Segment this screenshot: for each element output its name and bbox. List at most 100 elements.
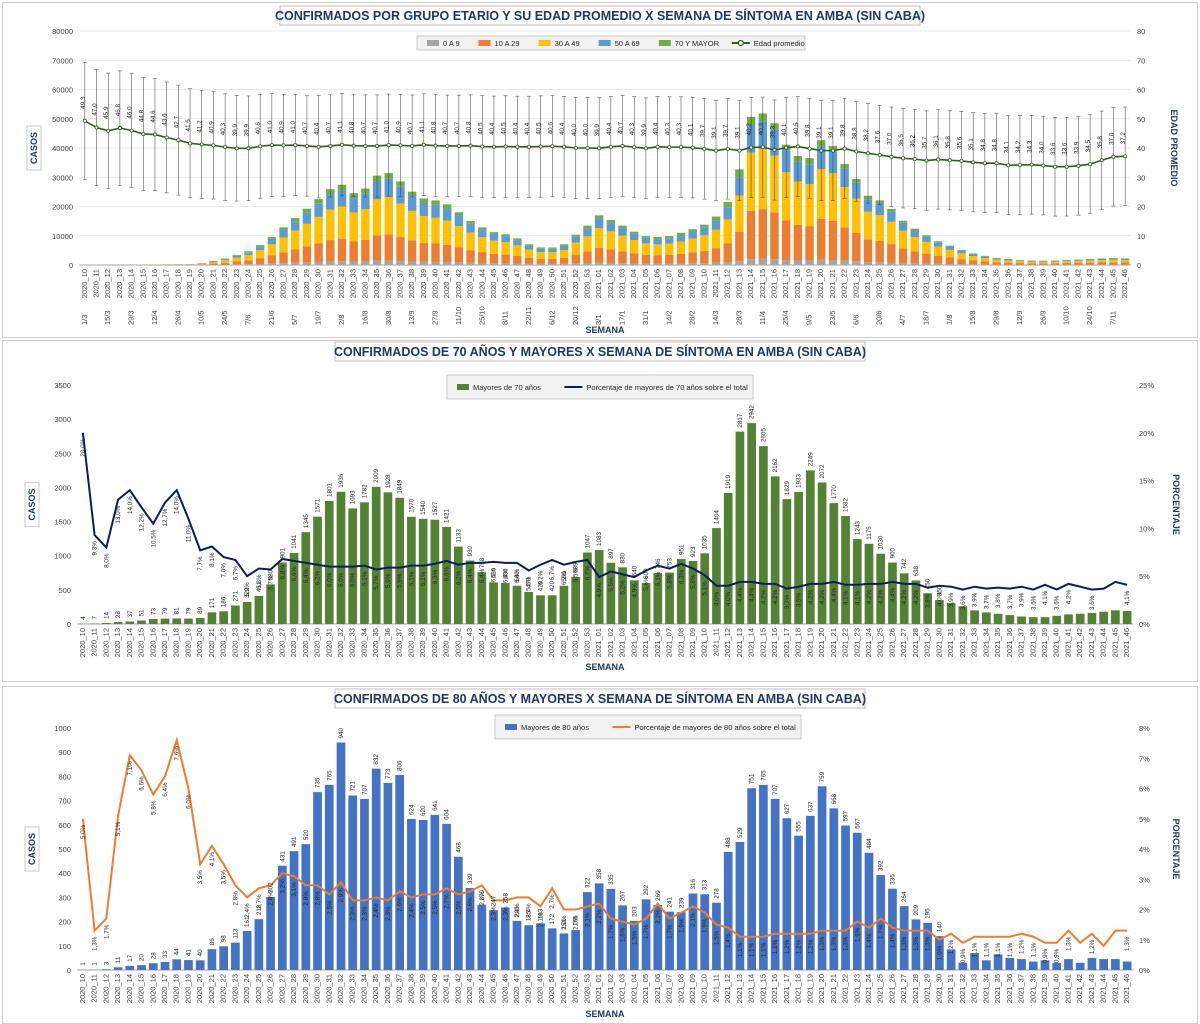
bar-30a49 — [922, 241, 931, 254]
bar-value — [1111, 959, 1120, 970]
x-tick-label: 2021_42 — [1075, 974, 1084, 1003]
data-label-edad: 41,1 — [337, 120, 344, 133]
data-label-porcentaje: 1,5% — [631, 930, 638, 945]
data-label-casos: 627 — [784, 803, 791, 814]
bar-10a29 — [1074, 262, 1083, 265]
data-label-porcentaje: 6,1% — [655, 571, 662, 586]
bar-value — [289, 552, 299, 624]
x-date-label: 2/8 — [337, 315, 346, 325]
x-tick-label: 2020_45 — [489, 974, 498, 1003]
point-edad-promedio — [947, 158, 952, 163]
data-label-porcentaje: 1,1% — [972, 942, 979, 957]
bar-0a9 — [781, 260, 791, 265]
bar-30a49 — [220, 260, 230, 263]
legend — [494, 714, 802, 740]
y2-tick-label: 10% — [1139, 524, 1154, 533]
bar-30a49 — [536, 252, 545, 259]
bar-10a29 — [372, 235, 382, 261]
bar-10a29 — [513, 255, 522, 264]
bar-30a49 — [1109, 259, 1118, 263]
data-label-edad: 41,6 — [185, 119, 192, 132]
bar-value — [653, 904, 663, 970]
x-tick-label: 2021_46 — [1122, 628, 1131, 657]
data-label-casos: 751 — [749, 773, 756, 784]
data-label-edad: 40,4 — [512, 122, 519, 135]
bar-10a29 — [793, 224, 803, 261]
point-edad-promedio — [877, 153, 882, 158]
x-tick-label: 2021_11 — [711, 628, 720, 657]
data-label-casos: 420 — [549, 580, 556, 591]
bar-70mas — [232, 254, 242, 256]
bar-value — [688, 893, 698, 970]
x-tick-label: 2021_36 — [1005, 974, 1014, 1003]
bar-50a69 — [454, 215, 464, 227]
bar-10a29 — [618, 251, 627, 264]
bar-value — [324, 784, 334, 970]
bar-0a9 — [489, 263, 499, 265]
bar-30a49 — [442, 220, 452, 245]
x-date-label: 31/1 — [641, 310, 650, 325]
y-tick-label: 3000 — [54, 415, 71, 424]
y-tick-label: 30000 — [52, 173, 73, 182]
x-axis-title: SEMANA — [585, 1009, 625, 1019]
bar-value — [289, 851, 299, 970]
bar-10a29 — [723, 243, 732, 263]
x-tick-label: 2020_12 — [101, 974, 110, 1003]
bar-value — [160, 618, 170, 624]
data-label-porcentaje: 4,4% — [889, 588, 896, 603]
bar-value — [571, 930, 581, 970]
data-label-porcentaje: 1,3% — [901, 936, 908, 951]
bar-50a69 — [1062, 260, 1071, 262]
bar-50a69 — [1074, 259, 1083, 261]
y2-tick-label: 1% — [1139, 936, 1150, 945]
data-label-porcentaje: 2,4% — [408, 903, 415, 918]
point-edad-promedio — [854, 149, 859, 154]
bar-50a69 — [442, 208, 452, 221]
bar-70mas — [618, 225, 627, 229]
bar-value — [407, 516, 416, 624]
data-label-casos: 278 — [713, 888, 720, 899]
x-tick-label: 2020_40 — [431, 269, 440, 298]
data-label-porcentaje: 1,2% — [807, 939, 814, 954]
x-tick-label: 2021_16 — [770, 628, 779, 657]
data-label-porcentaje: 5,9% — [385, 573, 392, 588]
bar-0a9 — [583, 262, 592, 265]
point-edad-promedio — [830, 148, 835, 153]
data-label-casos: 1582 — [843, 497, 850, 512]
data-label-porcentaje: 2,8% — [268, 891, 275, 906]
bar-50a69 — [922, 236, 931, 242]
x-tick-label: 2020_24 — [242, 974, 251, 1003]
y2-tick-label: 0% — [1139, 966, 1150, 975]
x-tick-label: 2021_11 — [711, 974, 720, 1003]
data-label-casos: 269 — [655, 890, 662, 901]
bar-0a9 — [665, 263, 674, 265]
point-edad-promedio — [1099, 158, 1104, 163]
x-tick-label: 2020_22 — [219, 628, 228, 657]
chart-70-anios: CONFIRMADOS DE 70 AÑOS Y MAYORES X SEMAN… — [24, 341, 1181, 672]
bar-70mas — [548, 247, 557, 249]
point-edad-promedio — [363, 143, 368, 148]
bar-value — [888, 562, 897, 624]
data-label-casos: 668 — [831, 793, 838, 804]
data-label-casos: 350 — [936, 585, 943, 596]
bar-70mas — [419, 198, 429, 203]
data-label-porcentaje: 4,2% — [819, 589, 826, 604]
bar-value — [442, 526, 451, 624]
y-tick-label: 600 — [58, 821, 71, 830]
x-tick-label: 2021_31 — [945, 269, 954, 298]
bar-10a29 — [197, 264, 206, 265]
point-edad-promedio — [608, 144, 613, 149]
data-label-casos: 210 — [256, 904, 263, 915]
bar-value — [993, 613, 1003, 624]
bar-30a49 — [559, 250, 569, 258]
data-label-porcentaje: 1,3% — [1065, 936, 1072, 951]
bar-0a9 — [618, 263, 627, 265]
data-label-porcentaje: 4,0% — [936, 591, 943, 606]
x-tick-label: 2021_11 — [711, 269, 720, 298]
x-tick-label: 2020_51 — [559, 269, 568, 298]
data-label-porcentaje: 6,3% — [432, 569, 439, 584]
data-label-edad: 40,3 — [220, 123, 227, 136]
bar-50a69 — [291, 221, 300, 231]
point-edad-promedio — [982, 161, 987, 166]
bar-10a29 — [840, 227, 849, 261]
